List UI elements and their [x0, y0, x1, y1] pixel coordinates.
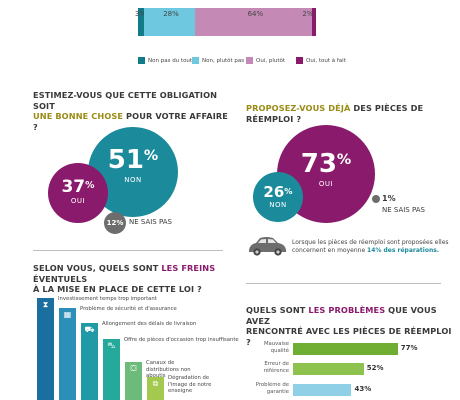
legend-item-2: Oui, plutôt: [246, 57, 285, 64]
hourglass-icon: ⧗: [42, 300, 49, 309]
q1-oui-value: 37%: [61, 177, 95, 197]
q4-title-line2: RENCONTRÉ AVEC LES PIÈCES DE RÉEMPLOI ?: [246, 326, 452, 347]
stacked-segment-label-0: 3%: [135, 10, 147, 18]
stacked-segment-3: [312, 8, 316, 36]
q2-note: Lorsque les pièces de réemploi sont prop…: [292, 239, 457, 255]
q2-note-highlight: 14% des réparations.: [367, 247, 440, 254]
q1-title-line1: ESTIMEZ-VOUS QUE CETTE OBLIGATION SOIT: [33, 90, 218, 111]
frein-label-3: Offre de pièces d'occasion trop insuffis…: [124, 337, 239, 343]
q1-nsp-label: NE SAIS PAS: [129, 218, 172, 226]
q1-title-highlight: UNE BONNE CHOSE: [33, 111, 124, 121]
q3-title-part1: SELON VOUS, QUELS SONT: [33, 263, 162, 273]
q2-bubble-non: 26% NON: [253, 172, 303, 222]
frein-bar-2: [81, 323, 98, 400]
legend-label-2: Oui, plutôt: [256, 58, 286, 64]
probleme-bar-1: [293, 363, 364, 375]
q2-nsp-label: NE SAIS PAS: [382, 206, 425, 214]
legend-swatch-1: [192, 57, 199, 64]
q3-title-line2: À LA MISE EN PLACE DE CETTE LOI ?: [33, 284, 202, 294]
q2-note-text: Lorsque les pièces de réemploi sont prop…: [292, 239, 449, 254]
frein-bar-3: [103, 339, 120, 400]
q1-bubble-nsp: 12%: [104, 212, 126, 234]
stacked-segment-0: [138, 8, 144, 36]
probleme-bar-2: [293, 384, 352, 396]
tag-icon: ⧉: [152, 379, 159, 388]
legend-swatch-2: [246, 57, 253, 64]
divider-right: [246, 283, 441, 284]
calendar-icon: ▦: [63, 310, 72, 319]
q4-title-highlight: LES PROBLÈMES: [308, 305, 386, 315]
q2-nsp-value: 1%: [382, 194, 396, 203]
q1-non-value: 51%: [107, 145, 159, 175]
q2-title-highlight: PROPOSEZ-VOUS DÉJÀ: [246, 103, 351, 113]
stacked-segment-label-3: 2%: [302, 10, 314, 18]
legend-label-0: Non pas du tout: [148, 58, 193, 64]
q3-title: SELON VOUS, QUELS SONT LES FREINS ÉVENTU…: [33, 263, 233, 295]
legend-item-0: Non pas du tout: [138, 57, 192, 64]
q1-title-rest: POUR VOTRE AFFAIRE ?: [33, 111, 228, 132]
probleme-bar-0: [293, 343, 398, 355]
q1-non-label: NON: [124, 176, 142, 184]
divider-left: [33, 250, 223, 251]
probleme-label-0: Mauvaise qualité: [263, 341, 289, 354]
legend-item-1: Non, plutôt pas: [192, 57, 244, 64]
q2-title: PROPOSEZ-VOUS DÉJÀ DES PIÈCES DE RÉEMPLO…: [246, 103, 446, 124]
truck-icon: ⛟: [84, 325, 95, 334]
frein-label-4: Canaux de distributions non aboutis: [146, 360, 191, 379]
probleme-value-0: 77%: [400, 344, 418, 352]
car-illustration-icon: [249, 237, 286, 256]
legend-label-3: Oui, tout à fait: [306, 58, 346, 64]
q2-non-label: NON: [269, 201, 287, 209]
q2-oui-value: 73%: [300, 149, 352, 179]
frein-label-5: Dégradation de l'image de notre enseigne: [168, 375, 212, 394]
frein-bar-0: [37, 298, 54, 400]
stacked-segment-label-1: 28%: [163, 10, 179, 18]
q1-title: ESTIMEZ-VOUS QUE CETTE OBLIGATION SOIT U…: [33, 90, 233, 132]
stacked-segment-2: [194, 8, 313, 36]
q2-bubble-nsp: [372, 195, 380, 203]
q3-title-part3: ÉVENTUELS: [33, 273, 88, 284]
q2-oui-label: OUI: [318, 180, 334, 188]
frein-label-0: Investissement temps trop important: [58, 296, 157, 302]
cart-icon: ⛋: [130, 364, 137, 373]
stacked-segment-label-2: 64%: [247, 10, 264, 18]
stacked-segment-1: [143, 8, 195, 36]
q1-nsp-value: 12%: [106, 219, 124, 227]
frein-bar-5: [147, 377, 164, 400]
probleme-value-2: 43%: [354, 385, 372, 393]
q1-oui-label: OUI: [70, 197, 86, 205]
legend-label-1: Non, plutôt pas: [202, 58, 245, 64]
probleme-value-1: 52%: [366, 364, 384, 372]
q4-title: QUELS SONT LES PROBLÈMES QUE VOUS AVEZ R…: [246, 305, 456, 347]
legend-swatch-3: [296, 57, 303, 64]
q4-title-part1: QUELS SONT: [246, 305, 309, 315]
probleme-label-1: Erreur de référence: [263, 361, 289, 374]
legend-swatch-0: [138, 57, 145, 64]
q2-non-value: 26%: [263, 183, 293, 201]
legend-item-3: Oui, tout à fait: [296, 57, 346, 64]
car-icon: ⛍: [107, 341, 116, 350]
q4-title-part3: QUE VOUS AVEZ: [246, 305, 437, 326]
frein-bar-4: [125, 362, 142, 400]
q3-title-highlight: LES FREINS: [161, 263, 216, 273]
frein-label-2: Allongement des délais de livraison: [102, 321, 197, 327]
q2-title-rest: DES PIÈCES DE RÉEMPLOI ?: [246, 103, 424, 124]
frein-bar-1: [59, 308, 76, 400]
frein-label-1: Problème de sécurité et d'assurance: [80, 306, 177, 312]
q1-bubble-oui: 37% OUI: [48, 163, 108, 223]
probleme-label-2: Problème de garantie: [255, 382, 289, 395]
